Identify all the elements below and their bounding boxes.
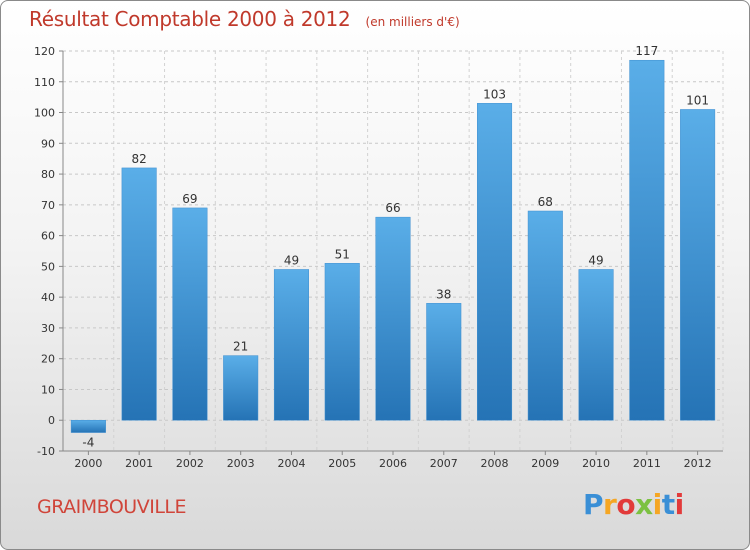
bar-2003 (223, 355, 259, 421)
x-tick-label-2011: 2011 (633, 457, 661, 470)
data-label-2008: 103 (483, 87, 506, 101)
logo-letter: r (603, 488, 617, 521)
y-tick-label: 50 (41, 260, 55, 273)
bar-2010 (578, 269, 614, 421)
bar-2005 (324, 263, 360, 421)
logo-letter: t (661, 488, 675, 521)
y-tick-label: 20 (41, 353, 55, 366)
x-tick-label-2009: 2009 (531, 457, 559, 470)
commune-name: GRAIMBOUVILLE (37, 496, 187, 518)
bar-2002 (172, 207, 208, 421)
data-label-2006: 66 (385, 201, 400, 215)
data-label-2007: 38 (436, 287, 451, 301)
y-tick-label: 110 (34, 76, 55, 89)
logo-letter: i (674, 488, 685, 521)
y-tick-label: 30 (41, 322, 55, 335)
bar-2004 (273, 269, 309, 421)
y-tick-label: 70 (41, 199, 55, 212)
y-tick-label: 80 (41, 168, 55, 181)
x-tick-label-2001: 2001 (125, 457, 153, 470)
data-label-2012: 101 (686, 93, 709, 107)
title-row: Résultat Comptable 2000 à 2012 (en milli… (29, 7, 460, 31)
data-label-2000: -4 (82, 436, 94, 450)
data-label-2005: 51 (335, 247, 350, 261)
bar-2008 (477, 103, 513, 421)
x-tick-label-2007: 2007 (430, 457, 458, 470)
data-label-2001: 82 (132, 152, 147, 166)
x-tick-label-2010: 2010 (582, 457, 610, 470)
x-tick-label-2006: 2006 (379, 457, 407, 470)
bars (70, 59, 716, 433)
data-label-2009: 68 (538, 195, 553, 209)
bar-2000 (70, 419, 106, 433)
bar-2007 (426, 303, 462, 421)
x-tick-label-2005: 2005 (328, 457, 356, 470)
logo-letter: x (635, 488, 653, 521)
y-tick-label: 0 (48, 414, 55, 427)
bar-2006 (375, 216, 411, 421)
logo-letter: i (652, 488, 663, 521)
bar-2011 (629, 59, 665, 421)
proxiti-logo[interactable]: Proxiti (583, 488, 684, 521)
bar-2012 (680, 109, 716, 421)
data-label-2004: 49 (284, 253, 299, 267)
y-tick-label: 90 (41, 137, 55, 150)
x-tick-label-2000: 2000 (74, 457, 102, 470)
y-tick-label: 100 (34, 107, 55, 120)
y-tick-label: 120 (34, 45, 55, 58)
bar-2001 (121, 167, 157, 421)
data-label-2002: 69 (182, 192, 197, 206)
bar-2009 (527, 210, 563, 421)
axes (59, 50, 723, 455)
x-tick-label-2002: 2002 (176, 457, 204, 470)
x-tick-label-2004: 2004 (277, 457, 305, 470)
data-label-2011: 117 (635, 44, 658, 58)
data-labels: -4 82 69 21 49 51 66 38 103 68 49 117 101 (82, 44, 709, 449)
tick-labels: -10 0 10 20 30 40 50 60 70 80 90 100 110 120 2000 2001 2… (34, 45, 712, 470)
logo-letter: o (616, 488, 636, 521)
y-tick-label: -10 (37, 445, 55, 458)
x-tick-label-2003: 2003 (227, 457, 255, 470)
data-label-2003: 21 (233, 340, 248, 354)
y-tick-label: 10 (41, 383, 55, 396)
x-tick-label-2008: 2008 (481, 457, 509, 470)
y-tick-label: 60 (41, 230, 55, 243)
chart-subtitle: (en milliers d'€) (365, 15, 460, 29)
logo-letter: P (583, 488, 604, 521)
data-label-2010: 49 (588, 253, 603, 267)
y-tick-label: 40 (41, 291, 55, 304)
chart-title: Résultat Comptable 2000 à 2012 (29, 7, 351, 31)
x-tick-label-2012: 2012 (684, 457, 712, 470)
